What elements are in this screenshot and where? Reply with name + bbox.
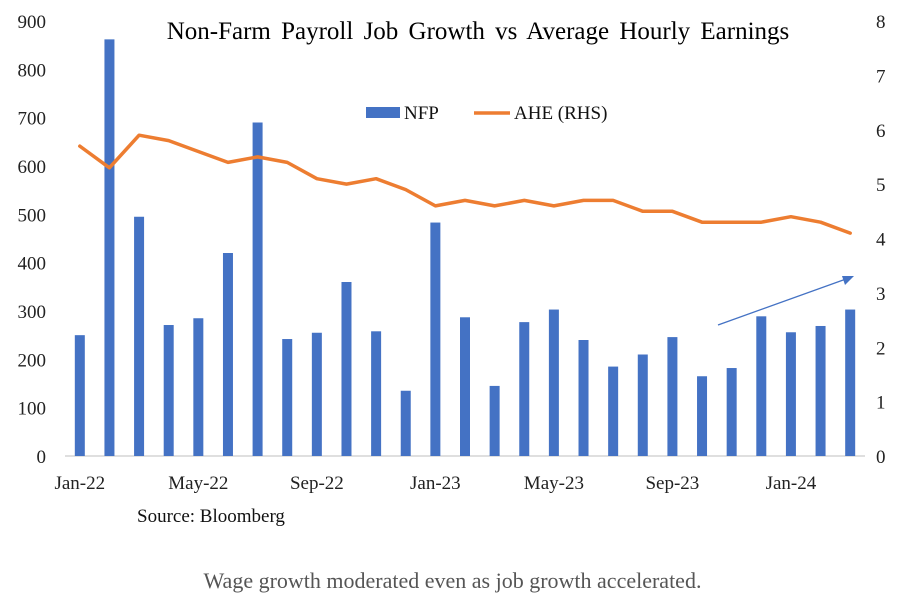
nfp-bar [282, 339, 293, 456]
y-left-tick-label: 0 [37, 447, 47, 468]
y-left-tick-label: 700 [18, 109, 47, 130]
y-left-tick-label: 100 [18, 399, 47, 420]
nfp-bar [489, 385, 500, 456]
nfp-bar [756, 316, 767, 456]
nfp-bar [519, 322, 530, 456]
nfp-bar [311, 332, 322, 456]
legend-nfp-label: NFP [404, 103, 439, 124]
nfp-bar [163, 325, 174, 456]
x-tick-label: Jan-22 [54, 473, 105, 494]
nfp-bar [815, 325, 826, 456]
legend: NFP AHE (RHS) [366, 103, 607, 124]
nfp-bar [578, 340, 589, 456]
y-right-tick-label: 2 [876, 338, 886, 359]
chart: Non-Farm Payroll Job Growth vs Average H… [18, 12, 887, 527]
nfp-bar [252, 122, 263, 456]
x-tick-label: May-23 [524, 473, 584, 494]
y-right-tick-label: 1 [876, 393, 886, 414]
y-left-tick-label: 800 [18, 60, 47, 81]
nfp-bar [400, 390, 411, 456]
x-axis: Jan-22 May-22 Sep-22 Jan-23 May-23 Sep-23 Jan-… [54, 473, 816, 494]
legend-nfp-swatch [366, 107, 400, 118]
caption: Wage growth moderated even as job growth… [203, 568, 702, 593]
x-tick-label: May-22 [168, 473, 228, 494]
nfp-bar [460, 317, 470, 456]
trend-arrow-head [842, 276, 854, 285]
y-right-tick-label: 7 [876, 66, 886, 87]
legend-ahe-label: AHE (RHS) [514, 103, 607, 124]
source-note: Source: Bloomberg [137, 506, 285, 527]
y-right-tick-label: 0 [876, 447, 886, 468]
nfp-bar [548, 309, 559, 456]
y-axis-right: 0 1 2 3 4 5 6 7 8 [876, 12, 886, 468]
nfp-bar [785, 332, 796, 456]
y-left-tick-label: 500 [18, 205, 47, 226]
y-right-tick-label: 3 [876, 284, 886, 305]
nfp-bar [430, 222, 441, 456]
nfp-bar [845, 309, 856, 456]
nfp-bar [74, 335, 85, 456]
y-right-tick-label: 8 [876, 12, 886, 33]
y-left-tick-label: 400 [18, 254, 47, 275]
nfp-bar [726, 368, 737, 456]
nfp-bar [193, 318, 204, 456]
x-tick-label: Sep-22 [290, 473, 344, 494]
nfp-bars [74, 39, 856, 456]
y-left-tick-label: 900 [18, 12, 47, 33]
nfp-bar [608, 366, 619, 456]
y-axis-left: 0 100 200 300 400 500 600 700 800 900 [18, 12, 47, 468]
nfp-bar [371, 331, 382, 456]
x-tick-label: Sep-23 [645, 473, 699, 494]
nfp-bar [341, 282, 352, 456]
nfp-bar [222, 253, 233, 456]
y-right-tick-label: 6 [876, 121, 886, 142]
y-left-tick-label: 600 [18, 157, 47, 178]
x-tick-label: Jan-24 [766, 473, 817, 494]
y-left-tick-label: 300 [18, 302, 47, 323]
x-tick-label: Jan-23 [410, 473, 461, 494]
nfp-bar [134, 216, 145, 456]
chart-title: Non-Farm Payroll Job Growth vs Average H… [167, 18, 790, 45]
nfp-bar [697, 376, 708, 456]
y-right-tick-label: 5 [876, 175, 886, 196]
y-left-tick-label: 200 [18, 350, 47, 371]
ahe-line [78, 133, 852, 235]
nfp-bar [104, 39, 115, 456]
trend-arrow-annotation [717, 276, 854, 326]
y-right-tick-label: 4 [876, 230, 886, 251]
nfp-bar [637, 354, 648, 456]
nfp-bar [667, 337, 678, 456]
trend-arrow-shaft [717, 278, 847, 326]
